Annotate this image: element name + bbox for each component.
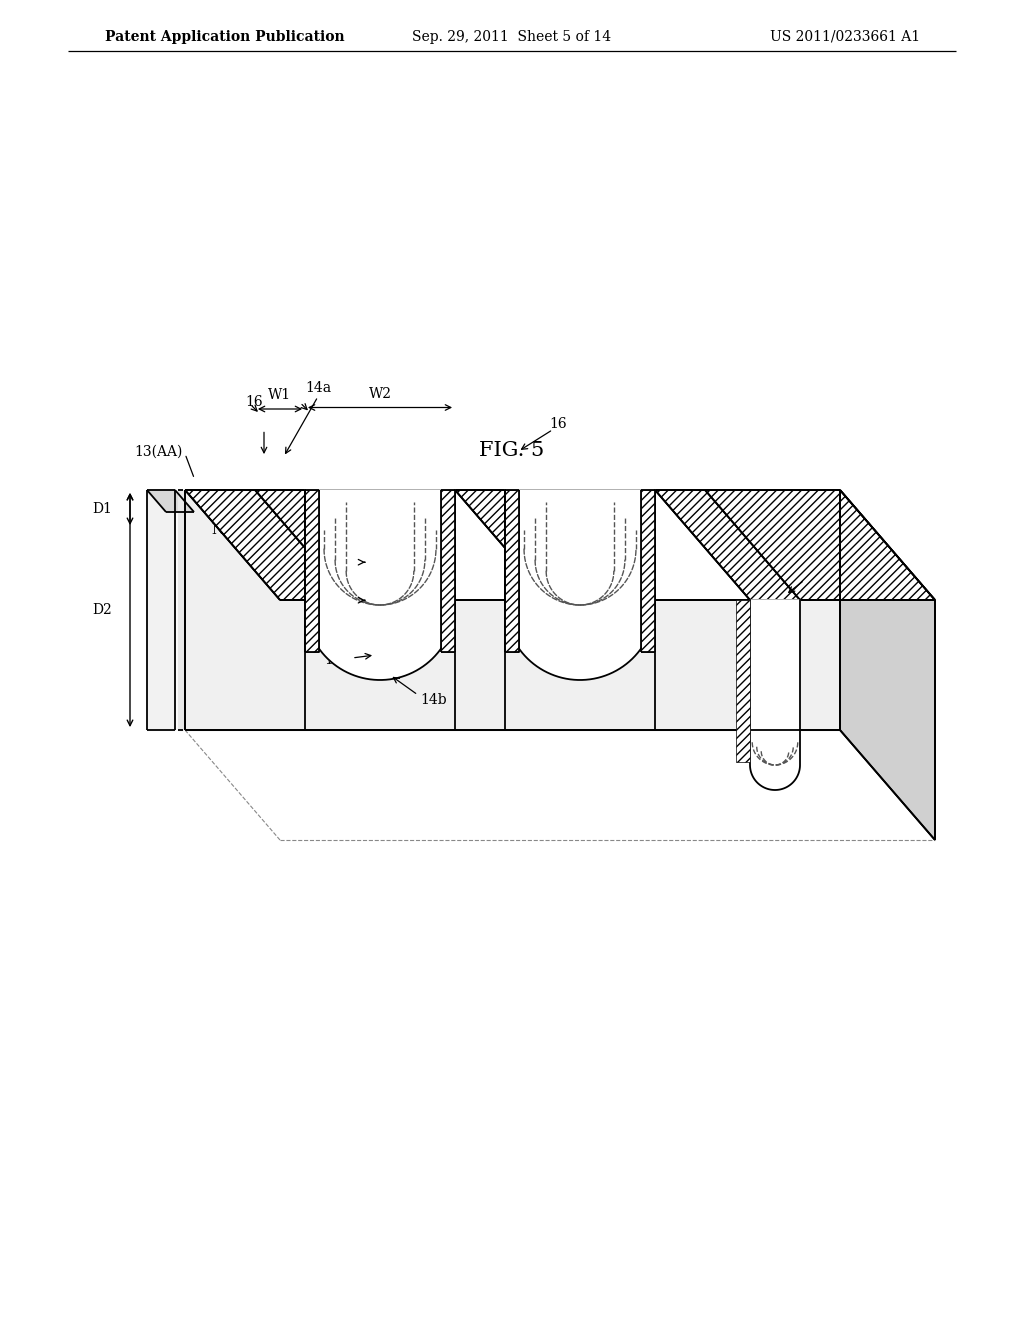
Text: FIG. 5: FIG. 5 <box>479 441 545 459</box>
Polygon shape <box>305 490 550 601</box>
Text: Patent Application Publication: Patent Application Publication <box>105 30 345 44</box>
Text: 14a: 14a <box>305 381 331 396</box>
Text: N$^+$(D): N$^+$(D) <box>771 536 819 554</box>
Polygon shape <box>736 601 750 762</box>
Polygon shape <box>147 490 194 512</box>
Text: W2: W2 <box>369 387 391 400</box>
Text: W1: W1 <box>268 388 292 403</box>
Polygon shape <box>505 490 750 601</box>
Text: 17a: 17a <box>324 653 350 667</box>
Polygon shape <box>505 490 655 680</box>
Text: 13(AA): 13(AA) <box>134 445 183 458</box>
Polygon shape <box>305 490 455 680</box>
Text: 16: 16 <box>549 417 567 432</box>
Text: N$^+$(S): N$^+$(S) <box>382 511 428 529</box>
Text: D2: D2 <box>92 603 112 616</box>
Polygon shape <box>655 490 935 601</box>
Polygon shape <box>840 490 935 840</box>
Polygon shape <box>305 490 319 652</box>
Text: 16: 16 <box>796 568 813 582</box>
Polygon shape <box>185 490 400 601</box>
Polygon shape <box>185 490 840 730</box>
Text: 16: 16 <box>245 395 263 409</box>
Text: 17: 17 <box>337 597 355 611</box>
Polygon shape <box>840 490 935 840</box>
Polygon shape <box>185 490 935 601</box>
Polygon shape <box>455 490 600 601</box>
Text: Sep. 29, 2011  Sheet 5 of 14: Sep. 29, 2011 Sheet 5 of 14 <box>413 30 611 44</box>
Polygon shape <box>441 490 455 652</box>
Text: D1: D1 <box>92 502 112 516</box>
Polygon shape <box>147 490 175 730</box>
Polygon shape <box>750 601 800 789</box>
Text: US 2011/0233661 A1: US 2011/0233661 A1 <box>770 30 920 44</box>
Polygon shape <box>641 490 655 652</box>
Polygon shape <box>505 490 519 652</box>
Text: 18: 18 <box>342 558 360 573</box>
Polygon shape <box>185 490 840 730</box>
Text: N$^+$(D): N$^+$(D) <box>211 520 259 540</box>
Polygon shape <box>178 490 183 730</box>
Text: 14b: 14b <box>420 693 446 708</box>
